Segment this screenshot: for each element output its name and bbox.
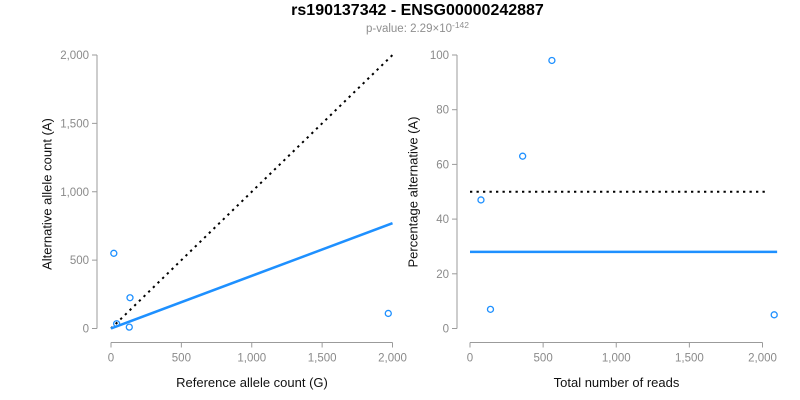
x-tick-label: 500 <box>172 353 191 365</box>
data-point <box>486 305 495 314</box>
data-point <box>125 323 133 331</box>
data-point <box>126 294 134 302</box>
y-tick-label: 1,000 <box>60 187 89 199</box>
x-tick-label: 2,000 <box>378 353 407 365</box>
x-tick-label: 1,000 <box>237 353 266 365</box>
data-point <box>477 196 485 204</box>
x-tick-label: 0 <box>108 353 114 365</box>
x-tick-label: 2,000 <box>748 353 777 365</box>
p-value-subtitle: p-value: 2.29×10-142 <box>35 20 800 35</box>
x-tick-label: 1,500 <box>675 353 704 365</box>
right-plot: 0 20 40 60 80 100 0 500 1,000 1,500 2,000 <box>430 50 778 365</box>
x-tick-label: 500 <box>534 353 553 365</box>
y-tick-label: 20 <box>436 269 449 281</box>
y-tick-label: 1,500 <box>60 118 89 130</box>
p-value-exponent: -142 <box>451 20 469 30</box>
left-plot: 0 500 1,000 1,500 2,000 0 500 1,000 1,500 2,000 <box>60 50 407 365</box>
y-tick-label: 100 <box>430 50 449 62</box>
data-point <box>112 320 121 328</box>
y-tick-label: 0 <box>83 324 89 336</box>
x-tick-label: 0 <box>467 353 473 365</box>
y-tick-label: 40 <box>436 214 449 226</box>
p-value-text: p-value: 2.29×10 <box>365 23 452 35</box>
data-point <box>548 56 556 65</box>
x-tick-label: 1,000 <box>602 353 631 365</box>
y-tick-label: 0 <box>443 324 449 336</box>
figure-title: rs190137342 - ENSG00000242887 <box>291 2 544 19</box>
y-tick-label: 2,000 <box>60 50 89 62</box>
y-tick-label: 60 <box>436 159 449 171</box>
identity-dotted-line <box>110 54 394 330</box>
right-x-axis-label: Total number of reads <box>553 375 680 390</box>
left-y-axis-label: Alternative allele count (A) <box>39 118 55 270</box>
right-y-axis-label: Percentage alternative (A) <box>405 116 421 268</box>
data-point <box>384 309 392 318</box>
y-tick-label: 500 <box>70 255 89 267</box>
data-point <box>110 249 118 257</box>
data-point <box>519 152 527 160</box>
fit-line <box>110 222 393 330</box>
x-tick-label: 1,500 <box>308 353 337 365</box>
data-point <box>770 311 778 319</box>
y-tick-label: 80 <box>436 105 449 117</box>
left-x-axis-label: Reference allele count (G) <box>176 375 328 390</box>
